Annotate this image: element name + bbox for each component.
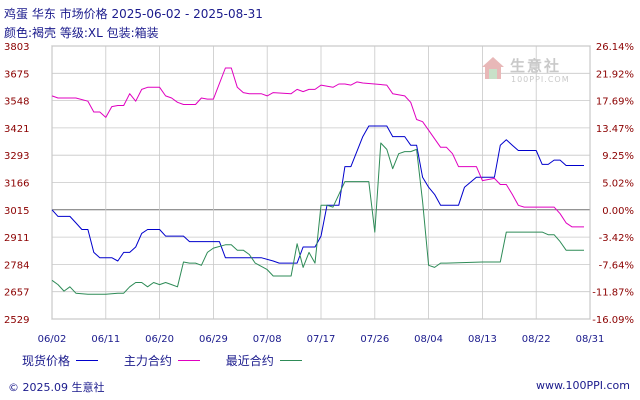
watermark-en: 100PPI.COM: [511, 75, 570, 84]
y2-tick-label: 17.69%: [596, 97, 634, 108]
y-tick-label: 2784: [4, 260, 29, 271]
legend-label-recent: 最近合约: [225, 354, 274, 368]
y2-tick-label: -11.87%: [592, 288, 634, 299]
y2-tick-label: 21.92%: [596, 69, 634, 80]
y-tick-label: 3421: [4, 124, 29, 135]
series-layer: [51, 67, 584, 295]
x-tick-label: 08/22: [522, 334, 551, 345]
footer-website-link[interactable]: www.100PPI.com: [536, 379, 630, 392]
legend: 现货价格 主力合约 最近合约: [22, 352, 324, 369]
x-tick-label: 07/08: [253, 334, 282, 345]
x-tick-label: 08/31: [576, 334, 605, 345]
x-tick-label: 08/13: [468, 334, 497, 345]
y2-tick-label: 0.00%: [602, 206, 634, 217]
legend-swatch-spot: [76, 360, 99, 361]
watermark-cn: 生意社: [510, 57, 562, 75]
legend-swatch-main: [177, 360, 200, 361]
y-axis-left: 3803 3675 3548 3421 3293 3166 3015 2911 2784 2657…: [4, 42, 29, 326]
x-axis: 06/02 06/11 06/20 06/29 07/08 07/17 07/26 08/04…: [38, 334, 605, 345]
footer-copyright: © 2025.09 生意社: [8, 381, 105, 394]
y-tick-label: 3675: [4, 69, 29, 80]
y-axis-right: 26.14% 21.92% 17.69% 13.47% 9.25% 5.02% 0.00% -…: [592, 42, 634, 326]
x-tick-label: 06/11: [91, 334, 120, 345]
watermark-logo-icon: [482, 57, 504, 79]
y-tick-label: 2657: [4, 288, 29, 299]
y-tick-label: 3166: [4, 179, 29, 190]
chart-title: 鸡蛋 华东 市场价格 2025-06-02 - 2025-08-31: [4, 7, 263, 21]
spot-price-line: [51, 125, 584, 264]
x-tick-label: 06/02: [38, 334, 67, 345]
chart-subtitle: 颜色:褐壳 等级:XL 包装:箱装: [4, 26, 159, 40]
x-tick-label: 06/29: [199, 334, 228, 345]
legend-swatch-recent: [279, 360, 302, 361]
grid-lines: [51, 45, 591, 320]
legend-label-main: 主力合约: [123, 354, 172, 368]
y-tick-label: 3293: [4, 151, 29, 162]
y2-tick-label: 9.25%: [602, 151, 634, 162]
y2-tick-label: -7.64%: [599, 260, 634, 271]
y2-tick-label: -3.42%: [599, 233, 634, 244]
recent-contract-line: [51, 142, 584, 295]
y2-tick-label: -16.09%: [592, 315, 634, 326]
y2-tick-label: 5.02%: [602, 179, 634, 190]
main-contract-line: [51, 67, 584, 228]
y2-tick-label: 26.14%: [596, 42, 634, 53]
y2-tick-label: 13.47%: [596, 124, 634, 135]
x-tick-label: 06/20: [145, 334, 174, 345]
legend-label-spot: 现货价格: [22, 354, 71, 368]
x-tick-label: 07/26: [360, 334, 389, 345]
y-tick-label: 2911: [4, 233, 29, 244]
y-tick-label: 2529: [4, 315, 29, 326]
x-tick-label: 07/17: [307, 334, 336, 345]
y-tick-label: 3015: [4, 206, 29, 217]
y-tick-label: 3803: [4, 42, 29, 53]
x-tick-label: 08/04: [414, 334, 443, 345]
y-tick-label: 3548: [4, 97, 29, 108]
